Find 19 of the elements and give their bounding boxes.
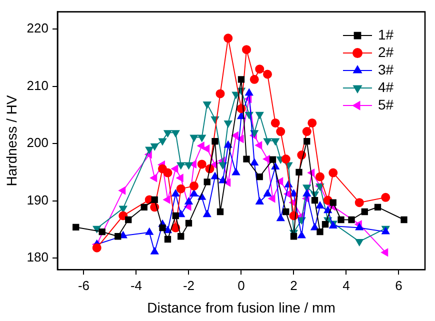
y-axis-title: Hardness / HV (3, 94, 20, 186)
x-tick-label: 4 (342, 278, 350, 293)
legend-label: 2# (378, 44, 394, 60)
x-tick-label: -2 (182, 278, 195, 293)
x-tick-label: -6 (78, 278, 90, 293)
x-tick-label: -4 (130, 278, 142, 293)
y-tick-label: 190 (26, 192, 48, 208)
legend-label: 4# (378, 78, 394, 95)
y-tick-label: 200 (26, 135, 48, 150)
y-tick-label: 220 (26, 20, 48, 36)
legend-label: 1# (378, 26, 394, 42)
x-axis-title: Distance from fusion line / mm (147, 299, 336, 316)
legend-label: 3# (378, 61, 394, 78)
legend-label: 5# (378, 96, 394, 112)
x-tick-label: 6 (395, 278, 402, 293)
y-tick-label: 180 (26, 250, 48, 265)
x-tick-label: 0 (238, 278, 245, 293)
y-tick-label: 210 (26, 78, 48, 93)
x-tick-label: 2 (290, 278, 298, 293)
